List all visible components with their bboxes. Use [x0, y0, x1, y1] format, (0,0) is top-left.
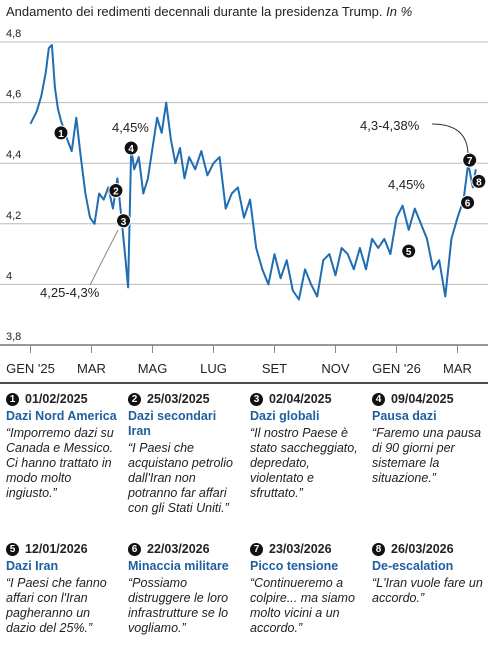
event-number: 2 [128, 393, 141, 406]
event-quote: “Possiamo distruggere le loro infrastrut… [128, 576, 229, 635]
leader-arrow [431, 123, 469, 156]
event-title: Dazi globali [250, 409, 320, 423]
x-tick-label: SET [262, 361, 287, 376]
event-number: 4 [372, 393, 385, 406]
event-quote: “Continueremo a colpire... ma siamo molt… [250, 576, 355, 635]
event-marker [462, 152, 478, 168]
event: 7 23/03/2026 Picco tensione “Continueremo a… [244, 538, 366, 643]
event-title: Dazi Nord America [6, 409, 117, 423]
leader [89, 229, 119, 286]
event-number: 8 [372, 543, 385, 556]
event: 6 22/03/2026 Minaccia militare “Possiamo di… [122, 538, 244, 643]
event-number: 7 [250, 543, 263, 556]
event-marker-label: 6 [465, 199, 471, 210]
event-head: 2 25/03/2025 [128, 392, 240, 407]
event-marker-label: 8 [476, 177, 482, 188]
event-marker-label: 1 [58, 129, 64, 140]
x-tick-label: GEN '26 [372, 361, 421, 376]
y-tick-label: 4,6 [6, 89, 21, 101]
event: 3 02/04/2025 Dazi globali “Il nostro Paese … [244, 388, 366, 538]
event-date: 09/04/2025 [391, 392, 454, 406]
event-date: 23/03/2026 [269, 542, 332, 556]
event-marker-label: 4 [128, 144, 134, 155]
event-head: 6 22/03/2026 [128, 542, 240, 557]
event-marker [108, 182, 124, 198]
event-quote: “I Paesi che fanno affari con l'Iran pag… [6, 576, 107, 635]
event-date: 02/04/2025 [269, 392, 332, 406]
event-head: 7 23/03/2026 [250, 542, 362, 557]
event: 2 25/03/2025 Dazi secondari Iran “I Paesi c… [122, 388, 244, 538]
event-marker-label: 3 [121, 217, 127, 228]
y-tick-label: 4,2 [6, 210, 21, 222]
y-tick-label: 4 [6, 270, 12, 282]
event-marker [123, 140, 139, 156]
event-marker [471, 173, 487, 189]
event-title: Pausa dazi [372, 409, 437, 423]
event: 1 01/02/2025 Dazi Nord America “Imporremo d… [0, 388, 122, 538]
event-marker [401, 243, 417, 259]
line [29, 44, 477, 301]
event-quote: “Imporremo dazi su Canada e Messico. Ci … [6, 426, 114, 500]
event-date: 01/02/2025 [25, 392, 88, 406]
event-title: Minaccia militare [128, 559, 229, 573]
event-quote: “L'Iran vuole fare un accordo.” [372, 576, 483, 605]
event-date: 22/03/2026 [147, 542, 210, 556]
event-number: 3 [250, 393, 263, 406]
event-marker [460, 195, 476, 211]
event-head: 8 26/03/2026 [372, 542, 484, 557]
event-number: 1 [6, 393, 19, 406]
chart-title: Andamento dei redimenti decennali durant… [6, 4, 412, 19]
unit: In % [386, 4, 412, 19]
event-head: 1 01/02/2025 [6, 392, 118, 407]
event-title: Picco tensione [250, 559, 339, 573]
annotation: 4,25-4,3% [40, 285, 100, 300]
event-marker-label: 7 [467, 156, 473, 167]
event-marker [116, 213, 132, 229]
annotation: 4,45% [388, 177, 425, 192]
event-head: 4 09/04/2025 [372, 392, 484, 407]
events-panel: 1 01/02/2025 Dazi Nord America “Imporremo d… [0, 388, 488, 647]
event-quote: “Faremo una pausa di 90 giorni per siste… [372, 426, 482, 485]
event-date: 26/03/2026 [391, 542, 454, 556]
event-marker-label: 5 [406, 247, 412, 258]
y-tick-label: 4,4 [6, 149, 21, 161]
event-quote: “I Paesi che acquistano petrolio dall'Ir… [128, 441, 233, 515]
event-head: 5 12/01/2026 [6, 542, 118, 557]
event-quote: “Il nostro Paese è stato saccheggiato, d… [250, 426, 358, 500]
x-tick-label: MAG [138, 361, 168, 376]
event-marker-label: 2 [113, 186, 119, 197]
event-date: 12/01/2026 [25, 542, 88, 556]
event-title: De-escalation [372, 559, 454, 573]
x-tick-label: NOV [321, 361, 350, 376]
event: 8 26/03/2026 De-escalation “L'Iran vuole fa… [366, 538, 488, 643]
event-number: 5 [6, 543, 19, 556]
y-tick-label: 4,8 [6, 28, 21, 40]
event-head: 3 02/04/2025 [250, 392, 362, 407]
y-tick-label: 3,8 [6, 331, 21, 343]
event: 4 09/04/2025 Pausa dazi “Faremo una pausa d… [366, 388, 488, 538]
event-number: 6 [128, 543, 141, 556]
x-tick-label: GEN '25 [6, 361, 55, 376]
title-text: Andamento dei redimenti decennali durant… [6, 4, 383, 19]
x-tick-label: MAR [77, 361, 106, 376]
annotation: 4,3-4,38% [360, 118, 420, 133]
event-marker [53, 125, 69, 141]
annotation: 4,45% [112, 120, 149, 135]
x-tick-label: MAR [443, 361, 472, 376]
event-title: Dazi secondari Iran [128, 409, 217, 438]
event-date: 25/03/2025 [147, 392, 210, 406]
chart: Andamento dei redimenti decennali durant… [0, 4, 488, 384]
event: 5 12/01/2026 Dazi Iran “I Paesi che fanno a… [0, 538, 122, 643]
x-tick-label: LUG [200, 361, 227, 376]
event-title: Dazi Iran [6, 559, 59, 573]
